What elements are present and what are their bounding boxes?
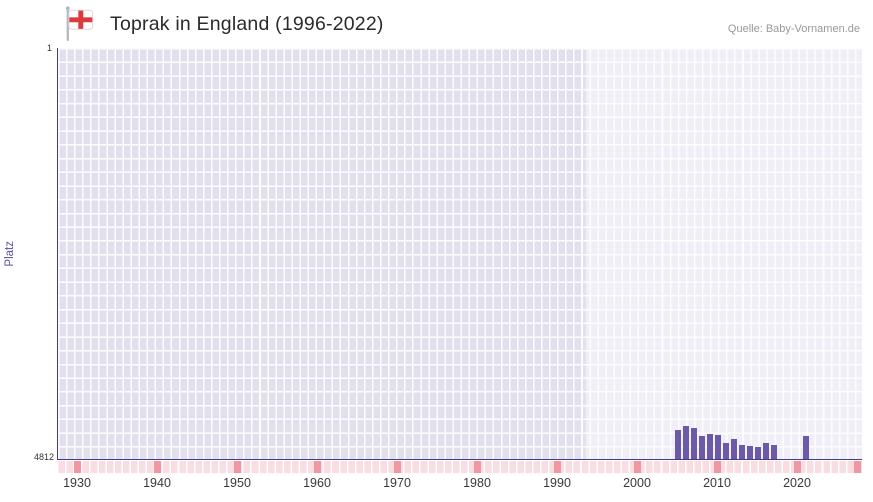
x-tick-label-1980: 1980 bbox=[463, 476, 491, 490]
bar-2017[interactable] bbox=[770, 445, 778, 459]
x-axis-labels: 1930 1940 1950 1960 1970 1980 1990 2000 2010 2020 bbox=[57, 476, 862, 494]
decade-marker-1930 bbox=[73, 460, 81, 473]
bar-2011[interactable] bbox=[722, 443, 730, 459]
decade-marker-1940 bbox=[153, 460, 161, 473]
chart-header: Toprak in England (1996-2022) bbox=[60, 0, 384, 48]
decade-marker-1960 bbox=[313, 460, 321, 473]
decade-marker-1990 bbox=[553, 460, 561, 473]
bar-2014[interactable] bbox=[746, 445, 754, 459]
decade-marker-1970 bbox=[393, 460, 401, 473]
bar-2008[interactable] bbox=[698, 435, 706, 459]
bar-2006[interactable] bbox=[682, 425, 690, 459]
bar-2013[interactable] bbox=[738, 444, 746, 459]
x-tick-label-2000: 2000 bbox=[623, 476, 651, 490]
decade-marker-2020 bbox=[793, 460, 801, 473]
bar-2012[interactable] bbox=[730, 439, 738, 459]
decade-marker-1980 bbox=[473, 460, 481, 473]
page-title: Toprak in England (1996-2022) bbox=[110, 12, 384, 35]
plot-area bbox=[57, 48, 862, 460]
x-tick-label-1950: 1950 bbox=[223, 476, 251, 490]
x-tick-label-1990: 1990 bbox=[543, 476, 571, 490]
y-axis-title: Platz bbox=[4, 241, 16, 267]
bar-2005[interactable] bbox=[674, 429, 682, 459]
x-tick-label-1940: 1940 bbox=[143, 476, 171, 490]
y-tick-bottom: 4812 bbox=[34, 452, 55, 462]
strip-end-marker bbox=[854, 460, 861, 473]
england-flag-icon bbox=[65, 6, 94, 42]
decade-strip bbox=[57, 460, 862, 473]
x-tick-label-1970: 1970 bbox=[383, 476, 411, 490]
x-tick-label-2010: 2010 bbox=[703, 476, 731, 490]
bar-2009[interactable] bbox=[706, 433, 714, 459]
y-tick-top: 1 bbox=[46, 43, 52, 53]
bar-2007[interactable] bbox=[690, 427, 698, 459]
decade-marker-2010 bbox=[713, 460, 721, 473]
recent-period-highlight bbox=[586, 48, 862, 459]
x-tick-label-1960: 1960 bbox=[303, 476, 331, 490]
x-tick-label-1930: 1930 bbox=[63, 476, 91, 490]
bar-2021[interactable] bbox=[802, 436, 810, 459]
source-link[interactable]: Quelle: Baby-Vornamen.de bbox=[727, 23, 860, 35]
decade-marker-2000 bbox=[633, 460, 641, 473]
bar-2016[interactable] bbox=[762, 443, 770, 459]
bar-2010[interactable] bbox=[714, 434, 722, 459]
decade-marker-1950 bbox=[233, 460, 241, 473]
x-tick-label-2020: 2020 bbox=[783, 476, 811, 490]
bar-2015[interactable] bbox=[754, 447, 762, 459]
